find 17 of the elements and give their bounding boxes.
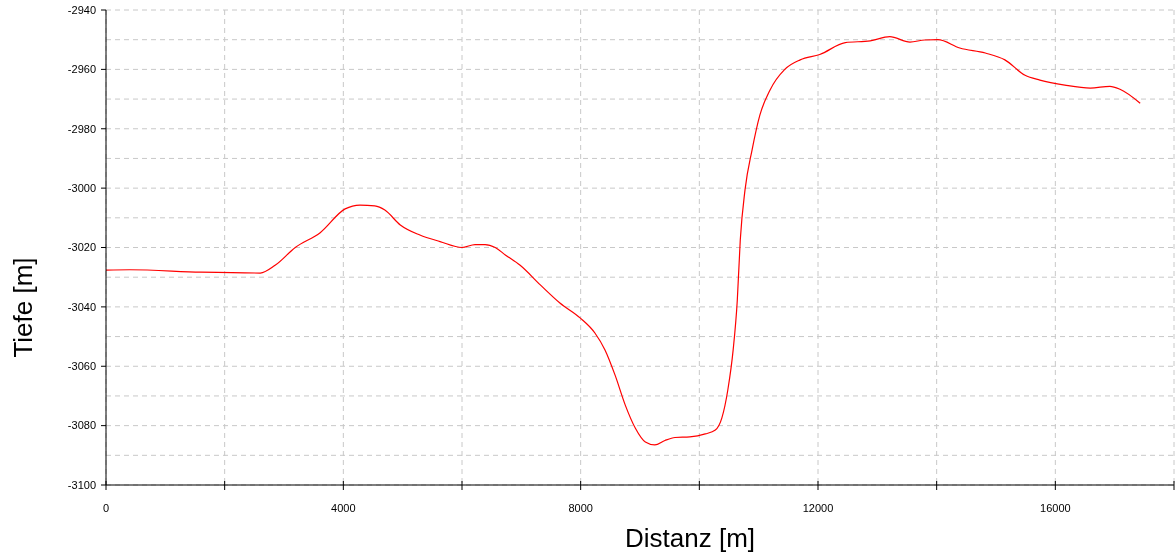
y-tick-label: -2960 xyxy=(67,63,96,76)
y-tick-label: -2980 xyxy=(67,122,96,135)
y-tick-label: -3080 xyxy=(67,419,96,432)
y-axis-title: Tiefe [m] xyxy=(8,257,38,358)
x-tick-label: 4000 xyxy=(331,502,356,514)
y-tick-label: -3000 xyxy=(67,181,96,194)
x-axis-title: Distanz [m] xyxy=(624,523,756,553)
y-tick-label: -3100 xyxy=(67,478,96,491)
x-tick-label: 8000 xyxy=(568,502,593,514)
x-tick-label: 16000 xyxy=(1040,502,1071,514)
x-tick-label: 12000 xyxy=(802,502,834,514)
y-tick-label: -3020 xyxy=(67,241,96,254)
y-tick-label: -3060 xyxy=(67,360,96,373)
line-series xyxy=(105,36,1141,446)
y-tick-label: -2940 xyxy=(67,3,96,16)
y-tick-label: -3040 xyxy=(67,300,96,313)
x-tick-label: 0 xyxy=(102,502,110,514)
